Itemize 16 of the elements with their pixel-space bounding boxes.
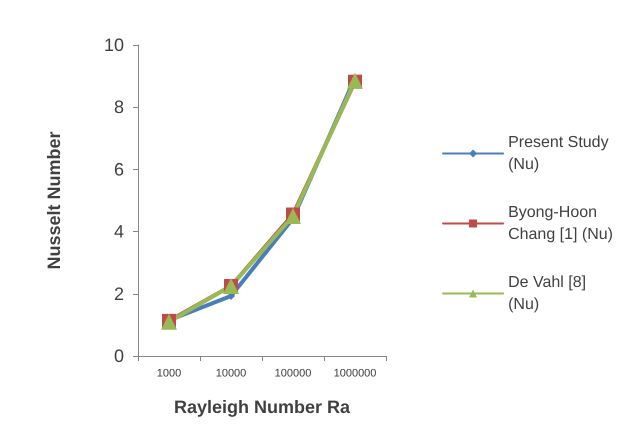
y-tick-label: 6: [114, 159, 124, 180]
point: [285, 208, 301, 224]
legend-label: Present Study (Nu): [508, 134, 609, 173]
y-tick-label: 8: [114, 97, 124, 118]
x-tick-label: 10000: [216, 368, 246, 380]
y-axis-title: Nusselt Number: [44, 131, 64, 270]
y-tick-label: 4: [114, 222, 124, 242]
legend-label: Byong-Hoon Chang [1] (Nu): [508, 204, 613, 243]
y-tick-label: 10: [104, 35, 124, 55]
x-tick-label: 1000000: [334, 368, 376, 380]
y-tick-label: 0: [114, 346, 124, 366]
y-tick-label: 2: [114, 284, 124, 304]
legend-label: De Vahl [8] (Nu): [508, 274, 586, 313]
x-tick-label: 100000: [274, 368, 312, 380]
x-axis-title: Rayleigh Number Ra: [174, 397, 352, 417]
x-tick-label: 1000: [156, 368, 182, 380]
